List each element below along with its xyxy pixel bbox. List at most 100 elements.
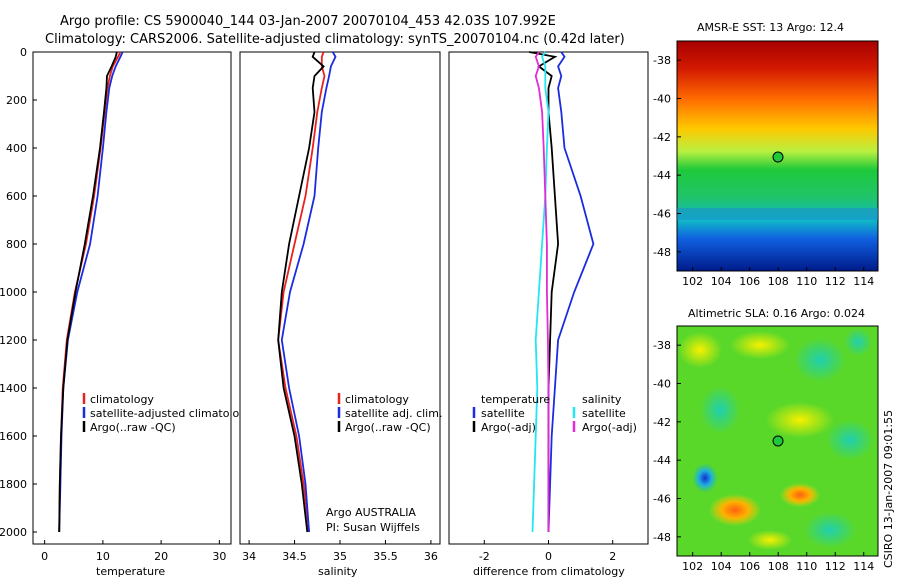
series-line xyxy=(534,51,550,532)
map-x-tick-label: 104 xyxy=(711,560,732,573)
temperature-x-ticks: 0 10 20 30 xyxy=(41,540,226,563)
salinity-xlabel: salinity xyxy=(318,565,358,578)
depth-tick-label: 200 xyxy=(6,94,27,107)
pi-note: PI: Susan Wijffels xyxy=(326,521,420,534)
x-tick-label: 10 xyxy=(96,550,110,563)
x-tick-label: 34 xyxy=(242,550,256,563)
legend-climatology: climatology xyxy=(90,393,154,406)
x-tick-label: 2 xyxy=(609,550,616,563)
sla-blob xyxy=(692,463,718,493)
map-y-tick-label: -42 xyxy=(653,416,671,429)
legend-temp-satellite: satellite xyxy=(481,407,525,420)
salinity-panel: 34 34.5 35 35.5 36 salinity climatology sate… xyxy=(239,51,442,578)
temperature-legend: climatology satellite-adjusted climatolo… xyxy=(82,393,253,434)
sla-blob xyxy=(748,530,792,550)
series-line xyxy=(277,51,325,533)
series-line xyxy=(547,51,595,533)
map-y-tick-label: -44 xyxy=(653,454,671,467)
sst-map: AMSR-E SST: 13 Argo: 12.4 -38 -40 -42 -44 -4… xyxy=(653,21,879,288)
depth-tick-label: 800 xyxy=(6,238,27,251)
argo-location-marker xyxy=(772,151,784,163)
legend-sal-argo: Argo(-adj) xyxy=(582,421,637,434)
salinity-x-ticks: 34 34.5 35 35.5 36 xyxy=(242,540,438,563)
legend-temperature-heading: temperature xyxy=(481,393,550,406)
map-x-tick-label: 110 xyxy=(796,560,817,573)
title-line-1: Argo profile: CS 5900040_144 03-Jan-2007… xyxy=(60,14,556,29)
series-line xyxy=(280,51,337,533)
depth-tick-label: 1200 xyxy=(0,334,27,347)
depth-tick-label: 1400 xyxy=(0,382,27,395)
x-tick-label: 34.5 xyxy=(282,550,307,563)
x-tick-label: 0 xyxy=(545,550,552,563)
difference-xlabel: difference from climatology xyxy=(473,565,625,578)
map-x-tick-label: 110 xyxy=(796,275,817,288)
depth-tick-label: 600 xyxy=(6,190,27,203)
map-y-tick-label: -38 xyxy=(653,54,671,67)
map-y-tick-label: -42 xyxy=(653,131,671,144)
map-x-tick-label: 104 xyxy=(711,275,732,288)
map-x-tick-label: 108 xyxy=(768,275,789,288)
x-tick-label: 30 xyxy=(212,550,226,563)
map-x-tick-label: 114 xyxy=(853,560,874,573)
sla-blob xyxy=(700,386,740,434)
difference-x-ticks: -2 0 2 xyxy=(479,540,616,563)
sla-blob xyxy=(709,494,761,526)
map-y-tick-label: -48 xyxy=(653,246,671,259)
map-y-tick-label: -38 xyxy=(653,339,671,352)
argo-program-note: Argo AUSTRALIA xyxy=(326,506,416,519)
sla-blob xyxy=(678,332,722,368)
sla-x-ticks: 102 104 106 108 110 112 114 xyxy=(682,552,874,573)
map-y-tick-label: -44 xyxy=(653,169,671,182)
depth-tick-label: 1800 xyxy=(0,478,27,491)
temperature-xlabel: temperature xyxy=(96,565,165,578)
sla-blob xyxy=(780,483,820,507)
map-x-tick-label: 102 xyxy=(682,275,703,288)
depth-tick-label: 2000 xyxy=(0,526,27,539)
sla-blob xyxy=(826,420,874,460)
depth-tick-label: 0 xyxy=(20,46,27,59)
map-y-tick-label: -40 xyxy=(653,378,671,391)
difference-legend: temperature satellite Argo(-adj) salinit… xyxy=(472,393,637,434)
depth-tick-label: 1600 xyxy=(0,430,27,443)
argo-location-marker xyxy=(772,435,784,447)
legend-temp-argo: Argo(-adj) xyxy=(481,421,536,434)
sla-blob xyxy=(844,328,872,356)
legend-salinity-heading: salinity xyxy=(582,393,622,406)
depth-tick-label: 400 xyxy=(6,142,27,155)
salinity-axes-frame xyxy=(239,51,441,545)
legend-satellite: satellite-adjusted climatology xyxy=(90,407,253,420)
map-x-tick-label: 106 xyxy=(739,560,760,573)
map-x-tick-label: 112 xyxy=(825,275,846,288)
salinity-series xyxy=(277,51,337,533)
map-x-tick-label: 102 xyxy=(682,560,703,573)
legend-satellite: satellite adj. clim. xyxy=(345,407,442,420)
series-line xyxy=(277,51,326,533)
x-tick-label: 0 xyxy=(41,550,48,563)
salinity-legend: climatology satellite adj. clim. Argo(..… xyxy=(337,393,442,434)
legend-argo: Argo(..raw -QC) xyxy=(345,421,431,434)
sst-y-ticks: -38 -40 -42 -44 -46 -48 xyxy=(653,54,681,259)
map-x-tick-label: 112 xyxy=(825,560,846,573)
series-line xyxy=(58,51,118,533)
temperature-panel: 0 200 400 600 800 1000 1200 1400 1600 1800 2000 0 1… xyxy=(0,46,453,578)
legend-sal-satellite: satellite xyxy=(582,407,626,420)
difference-panel: -2 0 2 difference from climatology tempera… xyxy=(448,51,649,578)
depth-tick-labels: 0 200 400 600 800 1000 1200 1400 1600 1800 2000 xyxy=(0,46,453,539)
sst-band xyxy=(677,208,878,220)
x-tick-label: -2 xyxy=(479,550,490,563)
sst-map-title: AMSR-E SST: 13 Argo: 12.4 xyxy=(697,21,844,34)
sla-blob xyxy=(766,402,834,438)
sla-blob xyxy=(730,331,790,359)
map-x-tick-label: 114 xyxy=(853,275,874,288)
legend-climatology: climatology xyxy=(345,393,409,406)
x-tick-label: 36 xyxy=(424,550,438,563)
sla-blob xyxy=(804,512,856,548)
map-y-tick-label: -48 xyxy=(653,531,671,544)
sla-y-ticks: -38 -40 -42 -44 -46 -48 xyxy=(653,339,681,544)
x-tick-label: 35.5 xyxy=(373,550,398,563)
sla-map: Altimetric SLA: 0.16 Argo: 0.024 -38-40-… xyxy=(653,307,879,573)
map-y-tick-label: -40 xyxy=(653,93,671,106)
sla-blob xyxy=(794,338,846,382)
map-x-tick-label: 106 xyxy=(739,275,760,288)
